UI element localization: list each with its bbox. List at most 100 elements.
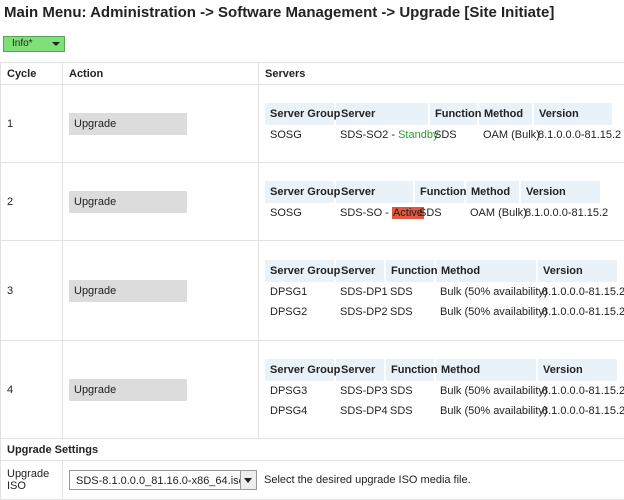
iso-label: Upgrade ISO	[1, 461, 63, 500]
action-cell: Upgrade	[63, 341, 259, 439]
servers-column-header: Function	[429, 103, 478, 125]
servers-column-header: Server	[335, 359, 385, 381]
server-function: SDS	[385, 381, 435, 401]
server-version: 8.1.0.0.0-81.15.2	[537, 401, 618, 421]
action-box: Upgrade	[69, 113, 187, 135]
servers-column-header: Method	[478, 103, 533, 125]
servers-column-header: Version	[533, 103, 613, 125]
iso-hint: Select the desired upgrade ISO media fil…	[264, 474, 471, 486]
servers-column-header: Server Group	[265, 103, 335, 125]
server-method: OAM (Bulk)	[478, 125, 533, 145]
server-method: OAM (Bulk)	[465, 203, 520, 223]
column-header: Servers	[259, 63, 624, 85]
server-function: SDS	[385, 282, 435, 302]
server-method: Bulk (50% availability)	[435, 381, 537, 401]
action-cell: Upgrade	[63, 85, 259, 163]
server-group: SOSG	[265, 203, 335, 223]
servers-column-header: Method	[435, 260, 537, 282]
server-method: Bulk (50% availability)	[435, 401, 537, 421]
server-group: SOSG	[265, 125, 335, 145]
servers-column-header: Server	[335, 103, 429, 125]
settings-header-row: Upgrade Settings	[1, 439, 624, 461]
action-box: Upgrade	[69, 280, 187, 302]
server-function: SDS	[414, 203, 465, 223]
server-group: DPSG2	[265, 302, 335, 322]
server-cell: SDS-SO - Active	[335, 203, 414, 223]
servers-column-header: Method	[465, 181, 520, 203]
server-version: 8.1.0.0.0-81.15.2	[520, 203, 601, 223]
action-box: Upgrade	[69, 379, 187, 401]
cycle-number: 4	[1, 341, 63, 439]
action-cell: Upgrade	[63, 241, 259, 341]
servers-column-header: Function	[385, 359, 435, 381]
server-name: SDS-DP1	[340, 286, 388, 298]
cycle-number: 3	[1, 241, 63, 341]
server-version: 8.1.0.0.0-81.15.2	[537, 381, 618, 401]
iso-select[interactable]: SDS-8.1.0.0.0_81.16.0-x86_64.iso	[69, 470, 257, 490]
servers-column-header: Server Group	[265, 260, 335, 282]
server-function: SDS	[385, 401, 435, 421]
server-method: Bulk (50% availability)	[435, 282, 537, 302]
server-version: 8.1.0.0.0-81.15.2	[537, 282, 618, 302]
page-title: Main Menu: Administration -> Software Ma…	[4, 4, 554, 21]
servers-column-header: Version	[537, 359, 618, 381]
server-name: SDS-DP2	[340, 306, 388, 318]
column-header: Action	[63, 63, 259, 85]
server-function: SDS	[429, 125, 478, 145]
servers-column-header: Server Group	[265, 181, 335, 203]
servers-column-header: Server	[335, 181, 414, 203]
settings-title: Upgrade Settings	[1, 439, 624, 461]
server-cell: SDS-SO2 - Standby	[335, 125, 429, 145]
server-name: SDS-SO2 -	[340, 129, 395, 141]
server-cell: SDS-DP4	[335, 401, 385, 421]
cycle-number: 1	[1, 85, 63, 163]
server-cell: SDS-DP1	[335, 282, 385, 302]
server-name: SDS-DP4	[340, 405, 388, 417]
server-function: SDS	[385, 302, 435, 322]
servers-column-header: Server	[335, 260, 385, 282]
server-cell: SDS-DP3	[335, 381, 385, 401]
servers-column-header: Function	[414, 181, 465, 203]
servers-column-header: Function	[385, 260, 435, 282]
server-status: Standby	[398, 129, 438, 141]
server-version: 8.1.0.0.0-81.15.2	[537, 302, 618, 322]
server-name: SDS-SO -	[340, 207, 389, 219]
column-header: Cycle	[1, 63, 63, 85]
servers-column-header: Method	[435, 359, 537, 381]
server-version: 8.1.0.0.0-81.15.2	[533, 125, 613, 145]
info-button[interactable]: Info*	[3, 36, 65, 52]
server-method: Bulk (50% availability)	[435, 302, 537, 322]
server-cell: SDS-DP2	[335, 302, 385, 322]
server-group: DPSG3	[265, 381, 335, 401]
action-box: Upgrade	[69, 191, 187, 213]
iso-cell: SDS-8.1.0.0.0_81.16.0-x86_64.iso Select t…	[63, 461, 624, 500]
server-name: SDS-DP3	[340, 385, 388, 397]
server-group: DPSG1	[265, 282, 335, 302]
cycle-number: 2	[1, 163, 63, 241]
